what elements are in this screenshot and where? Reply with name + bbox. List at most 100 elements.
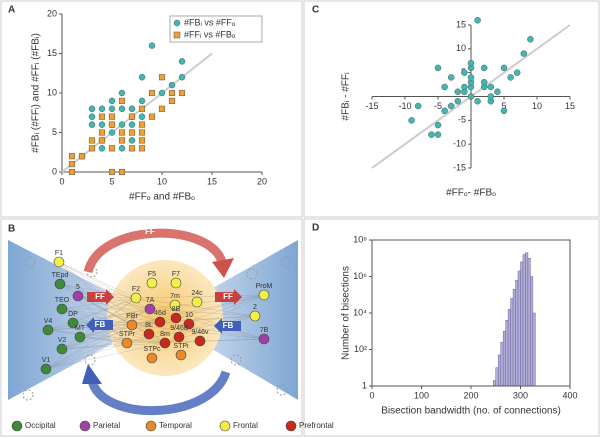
node: [249, 310, 261, 322]
connection: [77, 295, 128, 344]
reference-line: [61, 52, 213, 173]
arrowhead: [82, 364, 102, 384]
node: [175, 349, 187, 361]
point: [158, 105, 166, 112]
bar: [517, 270, 521, 387]
point: [138, 97, 146, 105]
node: [126, 319, 138, 331]
point: [138, 145, 146, 152]
node-label: STPi: [173, 343, 189, 350]
arrow-label: FF: [223, 292, 233, 301]
point: [178, 89, 186, 97]
connection: [45, 342, 128, 370]
x-tick-label: 100: [414, 390, 429, 400]
node: [143, 328, 155, 340]
point: [98, 105, 106, 113]
point: [168, 81, 176, 89]
point: [88, 113, 96, 120]
point: [178, 73, 186, 81]
node: [173, 331, 185, 343]
x-tick-label: 200: [463, 390, 478, 400]
point: [98, 129, 106, 136]
x-tick-label: 0: [59, 176, 64, 186]
node: [146, 352, 158, 364]
point: [168, 97, 176, 104]
x-tick-label: -5: [434, 101, 442, 111]
connection: [45, 321, 161, 370]
legend-box: [169, 15, 263, 43]
point: [494, 88, 501, 95]
connection: [45, 308, 151, 370]
connection: [45, 342, 166, 370]
connection: [61, 342, 166, 350]
diagram: FFFFFFFBFBFBF15TEpdTEODPV4MTV2V1F5F7F27m…: [8, 227, 298, 428]
node: [121, 337, 133, 349]
node: [56, 303, 68, 315]
connection: [59, 283, 161, 323]
y-tick-label: 1: [362, 380, 367, 390]
point: [118, 121, 126, 128]
connection: [47, 308, 151, 331]
legend-label: #FFᵢ vs #FBₒ: [184, 29, 236, 39]
y-tick-label: -15: [453, 162, 466, 172]
y-axis-label: #FBᵢ (#FFᵢ) and #FFᵢ (#FBᵢ): [31, 33, 42, 153]
panel-frame: [303, 218, 600, 437]
point: [461, 69, 468, 76]
point: [88, 121, 96, 128]
y-tick-label: 10: [456, 43, 466, 53]
bar: [493, 380, 496, 387]
point: [447, 74, 455, 81]
point: [461, 83, 468, 91]
point: [118, 145, 126, 152]
node: [170, 312, 182, 324]
point: [434, 131, 442, 138]
connection: [149, 294, 265, 310]
point: [520, 50, 528, 57]
bar: [495, 367, 499, 387]
flow-arrow: [87, 289, 114, 305]
panel-frame: [0, 218, 303, 437]
point: [467, 59, 475, 67]
arrowhead: [212, 258, 234, 278]
bar: [520, 261, 524, 387]
connection: [131, 324, 265, 340]
bar: [510, 298, 514, 387]
connection: [131, 294, 265, 326]
point: [128, 129, 136, 136]
point: [68, 168, 76, 176]
node-label: PBr: [126, 313, 138, 320]
point: [138, 113, 146, 120]
node: [258, 333, 270, 345]
point: [108, 121, 116, 128]
point: [88, 137, 96, 144]
point: [108, 168, 116, 176]
legend-marker: [173, 19, 181, 27]
connection: [79, 308, 151, 338]
x-axis-label: #FFₒ and #FBₒ: [129, 192, 195, 203]
node: [54, 278, 66, 290]
node-label: 7m: [170, 293, 180, 300]
point: [500, 107, 508, 115]
node-label: 7A: [146, 297, 155, 304]
connection: [135, 294, 265, 299]
connection: [135, 297, 265, 340]
point: [434, 64, 442, 72]
node: [159, 337, 171, 349]
node-label: ProM: [256, 283, 273, 290]
x-tick-label: -15: [365, 101, 378, 111]
point: [434, 121, 442, 129]
y-tick-label: 10⁶: [353, 271, 367, 281]
y-axis-label: #FBᵢ - #FFᵢ: [341, 72, 352, 121]
placeholder-areas: [22, 256, 292, 401]
node: [40, 363, 52, 375]
node-label: F2: [132, 286, 140, 293]
point: [474, 98, 481, 105]
point: [128, 121, 136, 128]
node-label: MT: [75, 325, 86, 332]
point: [480, 64, 488, 72]
node-label: STPr: [119, 331, 136, 338]
point: [138, 129, 146, 136]
connections: [45, 261, 265, 370]
connection: [47, 329, 128, 344]
